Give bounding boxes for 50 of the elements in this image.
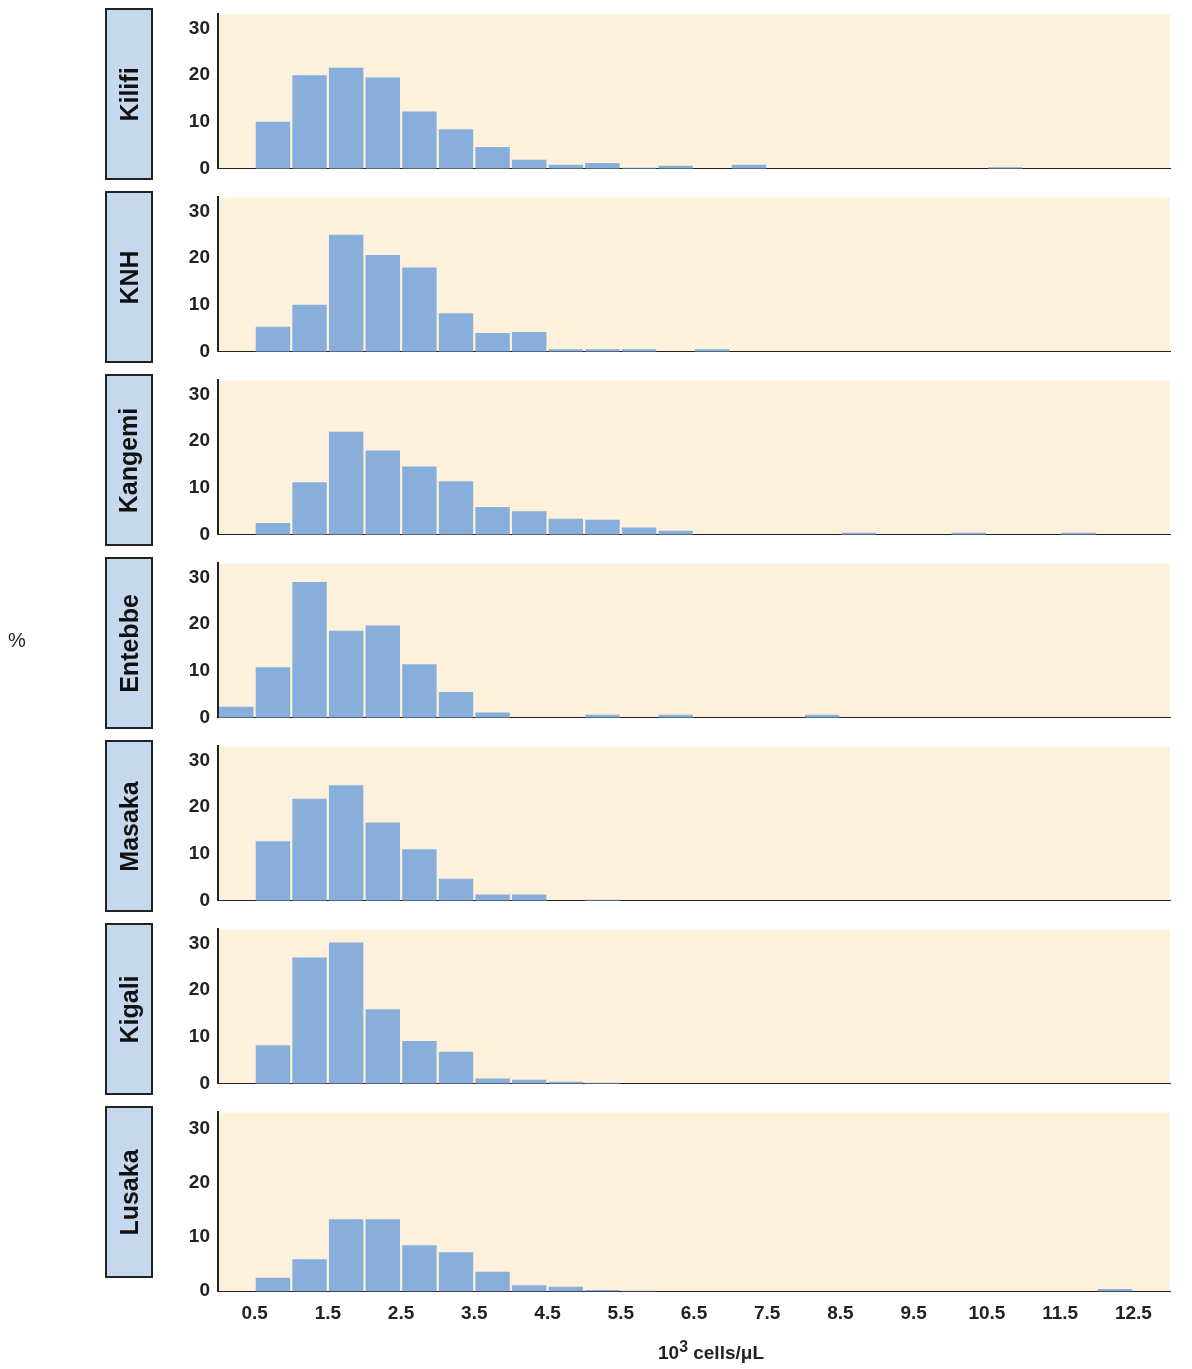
x-tick-label: 3.5	[461, 1301, 488, 1323]
x-tick-label: 5.5	[607, 1301, 635, 1323]
x-tick-label: 4.5	[534, 1301, 562, 1323]
y-tick-label: 20	[188, 246, 210, 268]
y-axis-title: %	[8, 629, 26, 652]
x-tick-label: 11.5	[1042, 1301, 1079, 1323]
x-tick-label: 2.5	[387, 1301, 415, 1323]
y-tick-label: 0	[199, 1071, 210, 1093]
y-tick-label: 0	[199, 888, 210, 910]
x-tick-label: 10.5	[968, 1301, 1006, 1323]
y-tick-label: 20	[188, 978, 210, 1000]
y-tick-label: 20	[188, 429, 210, 451]
y-tick-label: 0	[199, 705, 210, 727]
text: Masaka	[114, 780, 144, 872]
text: Lusaka	[114, 1148, 144, 1236]
x-tick-label: 9.5	[900, 1301, 928, 1323]
y-tick-label: 30	[188, 16, 210, 38]
text: Kangemi	[114, 407, 144, 513]
y-tick-label: 0	[199, 156, 210, 178]
text: Kigali	[114, 974, 144, 1044]
y-tick-label: 10	[188, 110, 210, 132]
y-tick-label: 30	[188, 931, 210, 953]
y-tick-label: 10	[188, 1225, 210, 1247]
text: Kilifi	[114, 66, 144, 122]
y-tick-label: 30	[188, 748, 210, 770]
text: Entebbe	[114, 593, 144, 693]
y-tick-label: 10	[188, 476, 210, 498]
x-tick-label: 0.5	[241, 1301, 269, 1323]
y-tick-label: 10	[188, 293, 210, 315]
y-tick-label: 10	[188, 1025, 210, 1047]
x-tick-label: 12.5	[1114, 1301, 1153, 1323]
y-tick-label: 30	[188, 565, 210, 587]
y-tick-label: 30	[188, 199, 210, 221]
x-tick-label: 6.5	[680, 1301, 708, 1323]
y-tick-label: 0	[199, 522, 210, 544]
y-tick-label: 30	[188, 382, 210, 404]
y-tick-label: 10	[188, 842, 210, 864]
x-tick-label: 7.5	[754, 1301, 781, 1323]
y-tick-label: 0	[199, 339, 210, 361]
x-axis-title: 10$^{3}$ cells/μL	[657, 1338, 765, 1365]
x-tick-label: 8.5	[827, 1301, 855, 1323]
y-tick-label: 30	[188, 1116, 210, 1138]
y-tick-label: 20	[188, 1171, 210, 1193]
text: KNH	[114, 249, 144, 305]
x-tick-label: 1.5	[314, 1301, 342, 1323]
y-tick-label: 20	[188, 795, 210, 817]
y-tick-label: 0	[199, 1279, 210, 1301]
y-tick-label: 10	[188, 659, 210, 681]
y-tick-label: 20	[188, 612, 210, 634]
y-tick-label: 20	[188, 63, 210, 85]
